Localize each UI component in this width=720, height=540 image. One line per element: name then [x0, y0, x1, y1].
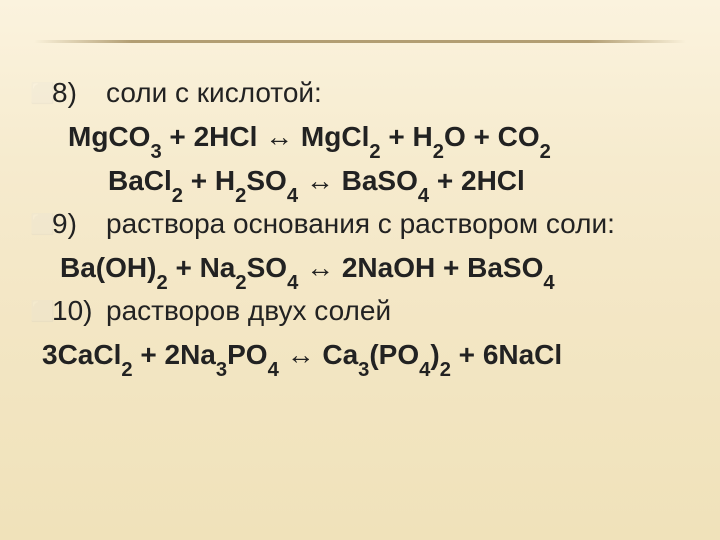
eq-frag	[279, 339, 287, 370]
eq-sub: 3	[150, 141, 161, 163]
eq-frag: MgCl	[293, 121, 369, 152]
eq-frag	[298, 252, 306, 283]
eq-frag: + Na	[168, 252, 236, 283]
horizontal-rule	[34, 40, 686, 43]
eq-frag: 2NaOH + BaSO	[334, 252, 543, 283]
eq-sub: 2	[369, 141, 380, 163]
eq-sub: 2	[121, 359, 132, 381]
eq-frag: 3CaCl	[42, 339, 121, 370]
list-item: ⬜8)соли с кислотой:	[0, 72, 720, 115]
eq-sub: 3	[358, 359, 369, 381]
eq-sub: 4	[419, 359, 430, 381]
eq-frag: + 2HCl	[162, 121, 265, 152]
eq-sub: 4	[418, 185, 429, 207]
list-item: ⬜9)раствора основания с раствором соли:	[0, 203, 720, 246]
bullet-icon: ⬜	[30, 73, 52, 115]
eq-sub: 2	[172, 185, 183, 207]
eq-frag	[298, 165, 306, 196]
equation-4: 3CaCl2 + 2Na3PO4 ↔ Ca3(PO4)2 + 6NaCl	[0, 333, 720, 377]
eq-sub: 4	[287, 185, 298, 207]
bullet-icon: ⬜	[30, 204, 52, 246]
slide-content: ⬜8)соли с кислотой: MgCO3 + 2HCl ↔ MgCl2…	[0, 72, 720, 377]
eq-frag: BaCl	[108, 165, 172, 196]
eq-frag: PO	[227, 339, 267, 370]
item-text: растворов двух солей	[106, 295, 391, 326]
eq-frag: + H	[381, 121, 433, 152]
eq-sub: 4	[287, 272, 298, 294]
eq-frag: + 6NaCl	[451, 339, 562, 370]
item-text: соли с кислотой:	[106, 77, 322, 108]
eq-frag: SO	[247, 252, 287, 283]
eq-arrow: ↔	[306, 165, 334, 196]
item-number: 9)	[52, 203, 106, 245]
eq-arrow: ↔	[306, 252, 334, 283]
eq-frag: BaSO	[334, 165, 418, 196]
eq-frag: + H	[183, 165, 235, 196]
eq-sub: 2	[156, 272, 167, 294]
eq-sub: 2	[235, 185, 246, 207]
eq-sub: 2	[440, 359, 451, 381]
eq-frag: + 2Na	[133, 339, 216, 370]
eq-frag: + 2HCl	[429, 165, 525, 196]
eq-frag: Ca	[315, 339, 359, 370]
bullet-icon: ⬜	[30, 291, 52, 333]
list-item: ⬜10)растворов двух солей	[0, 290, 720, 333]
eq-sub: 4	[268, 359, 279, 381]
item-text: раствора основания с раствором соли:	[106, 208, 615, 239]
item-number: 8)	[52, 72, 106, 114]
equation-1: MgCO3 + 2HCl ↔ MgCl2 + H2O + CO2	[0, 115, 720, 159]
equation-3: Ba(OH)2 + Na2SO4 ↔ 2NaOH + BaSO4	[0, 246, 720, 290]
equation-2: BaCl2 + H2SO4 ↔ BaSO4 + 2HCl	[0, 159, 720, 203]
eq-frag: )	[430, 339, 439, 370]
eq-sub: 2	[235, 272, 246, 294]
eq-arrow: ↔	[265, 121, 293, 152]
eq-frag: (PO	[369, 339, 419, 370]
eq-sub: 3	[216, 359, 227, 381]
eq-sub: 4	[543, 272, 554, 294]
eq-frag: MgCO	[68, 121, 150, 152]
eq-arrow: ↔	[287, 339, 315, 370]
eq-sub: 2	[540, 141, 551, 163]
eq-frag: Ba(OH)	[60, 252, 156, 283]
eq-frag: O + CO	[444, 121, 540, 152]
eq-sub: 2	[433, 141, 444, 163]
eq-frag: SO	[246, 165, 286, 196]
item-number: 10)	[52, 290, 106, 332]
